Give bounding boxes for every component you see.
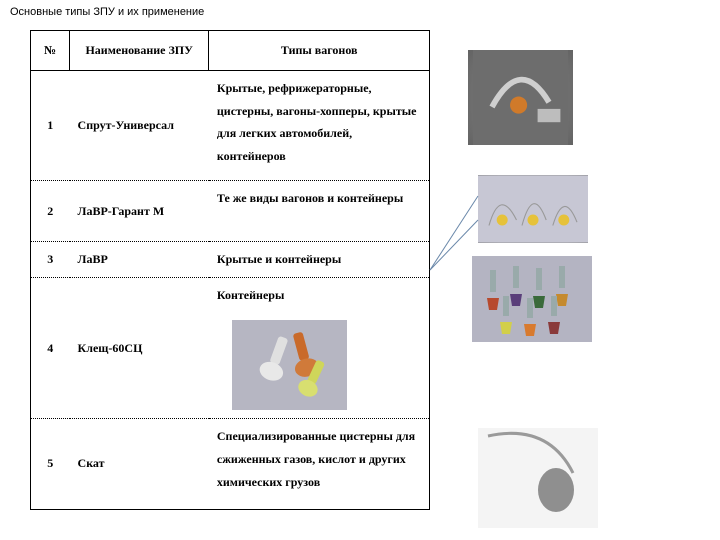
- table-row: 4 Клещ-60СЦ Контейнеры: [31, 278, 430, 418]
- cell-type: Те же виды вагонов и контейнеры: [209, 181, 430, 241]
- header-type: Типы вагонов: [209, 31, 430, 71]
- product-image-1: [468, 50, 573, 145]
- table-row: 3 ЛаВР Крытые и контейнеры: [31, 242, 430, 277]
- seal-bolts-icon: [472, 256, 592, 342]
- seal-lavr-icon: [478, 175, 588, 243]
- product-image-4: [478, 428, 598, 528]
- cell-num: 4: [31, 278, 70, 418]
- cell-num: 1: [31, 70, 70, 180]
- table-header-row: № Наименование ЗПУ Типы вагонов: [31, 31, 430, 71]
- header-name: Наименование ЗПУ: [70, 31, 209, 71]
- seal-skat-icon: [478, 428, 598, 528]
- product-image-3: [472, 256, 592, 342]
- cell-type: Специализированные цистерны для сжиженны…: [209, 419, 430, 509]
- page-title: Основные типы ЗПУ и их применение: [10, 6, 204, 18]
- cell-num: 2: [31, 181, 70, 241]
- cell-name: ЛаВР: [70, 242, 209, 277]
- table-row: 1 Спрут-Универсал Крытые, рефрижераторны…: [31, 70, 430, 180]
- header-num: №: [31, 31, 70, 71]
- cell-type: Крытые, рефрижераторные, цистерны, вагон…: [209, 70, 430, 180]
- zpu-table: № Наименование ЗПУ Типы вагонов 1 Спрут-…: [30, 30, 430, 510]
- cell-name: ЛаВР-Гарант М: [70, 181, 209, 241]
- seal-klesh-icon: [232, 320, 347, 410]
- table-row: 2 ЛаВР-Гарант М Те же виды вагонов и кон…: [31, 181, 430, 241]
- cell-name: Спрут-Универсал: [70, 70, 209, 180]
- table-row: 5 Скат Специализированные цистерны для с…: [31, 419, 430, 509]
- product-image-2: [478, 175, 588, 243]
- cell-type: Крытые и контейнеры: [209, 242, 430, 277]
- cell-num: 3: [31, 242, 70, 277]
- seal-cable-icon: [468, 50, 573, 145]
- cell-name: Скат: [70, 419, 209, 509]
- cell-name: Клещ-60СЦ: [70, 278, 209, 418]
- cell-num: 5: [31, 419, 70, 509]
- product-image-inline-4: [232, 320, 347, 410]
